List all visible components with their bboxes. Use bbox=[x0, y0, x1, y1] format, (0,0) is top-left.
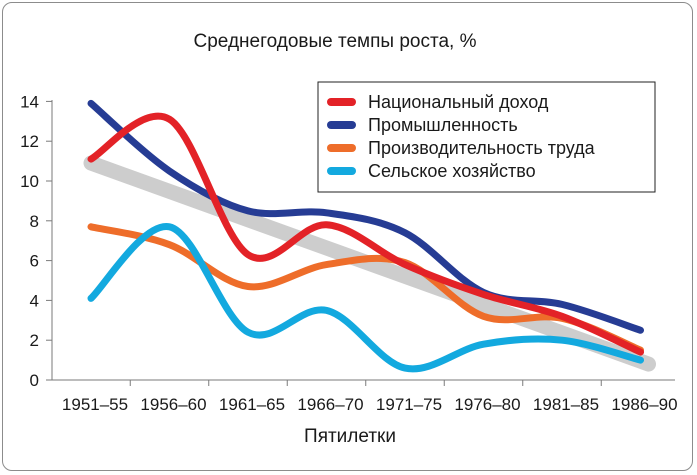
x-tick-label: 1986–90 bbox=[611, 395, 677, 414]
axes bbox=[51, 100, 675, 381]
series-line-3 bbox=[87, 223, 644, 373]
trend-line bbox=[83, 155, 656, 372]
chart-frame bbox=[2, 2, 693, 471]
x-axis-label: Пятилетки bbox=[304, 426, 396, 447]
legend: Национальный доход Промышленность Производ… bbox=[317, 81, 656, 193]
chart-title: Среднегодовые темпы роста, % bbox=[194, 31, 477, 52]
legend-label: Промышленность bbox=[368, 115, 518, 135]
legend-box bbox=[317, 81, 656, 193]
y-tick-label: 10 bbox=[20, 172, 39, 191]
series-layer bbox=[87, 99, 644, 373]
series-line-0 bbox=[87, 112, 644, 356]
x-tick-label: 1956–60 bbox=[140, 395, 206, 414]
y-tick-label: 8 bbox=[30, 212, 39, 231]
x-tick-label: 1961–65 bbox=[219, 395, 285, 414]
x-tick-label: 1976–80 bbox=[454, 395, 520, 414]
x-tick-label: 1966–70 bbox=[297, 395, 363, 414]
trend-layer bbox=[83, 155, 656, 372]
y-tick-label: 14 bbox=[20, 92, 39, 111]
series-line-1 bbox=[87, 99, 644, 334]
y-tick-label: 12 bbox=[20, 132, 39, 151]
legend-label: Производительность труда bbox=[368, 138, 596, 158]
y-tick-label: 4 bbox=[30, 291, 39, 310]
x-ticks: 1951–55 1956–60 1961–65 1966–70 1971–75 1976–… bbox=[62, 380, 678, 414]
x-tick-label: 1981–85 bbox=[533, 395, 599, 414]
y-tick-label: 6 bbox=[30, 252, 39, 271]
y-ticks: 0 2 4 6 8 10 12 14 bbox=[20, 92, 52, 390]
legend-label: Национальный доход bbox=[368, 92, 549, 112]
x-tick-label: 1951–55 bbox=[62, 395, 128, 414]
x-tick-label: 1971–75 bbox=[376, 395, 442, 414]
y-tick-label: 0 bbox=[30, 371, 39, 390]
y-tick-label: 2 bbox=[30, 331, 39, 350]
legend-label: Сельское хозяйство bbox=[368, 161, 536, 181]
